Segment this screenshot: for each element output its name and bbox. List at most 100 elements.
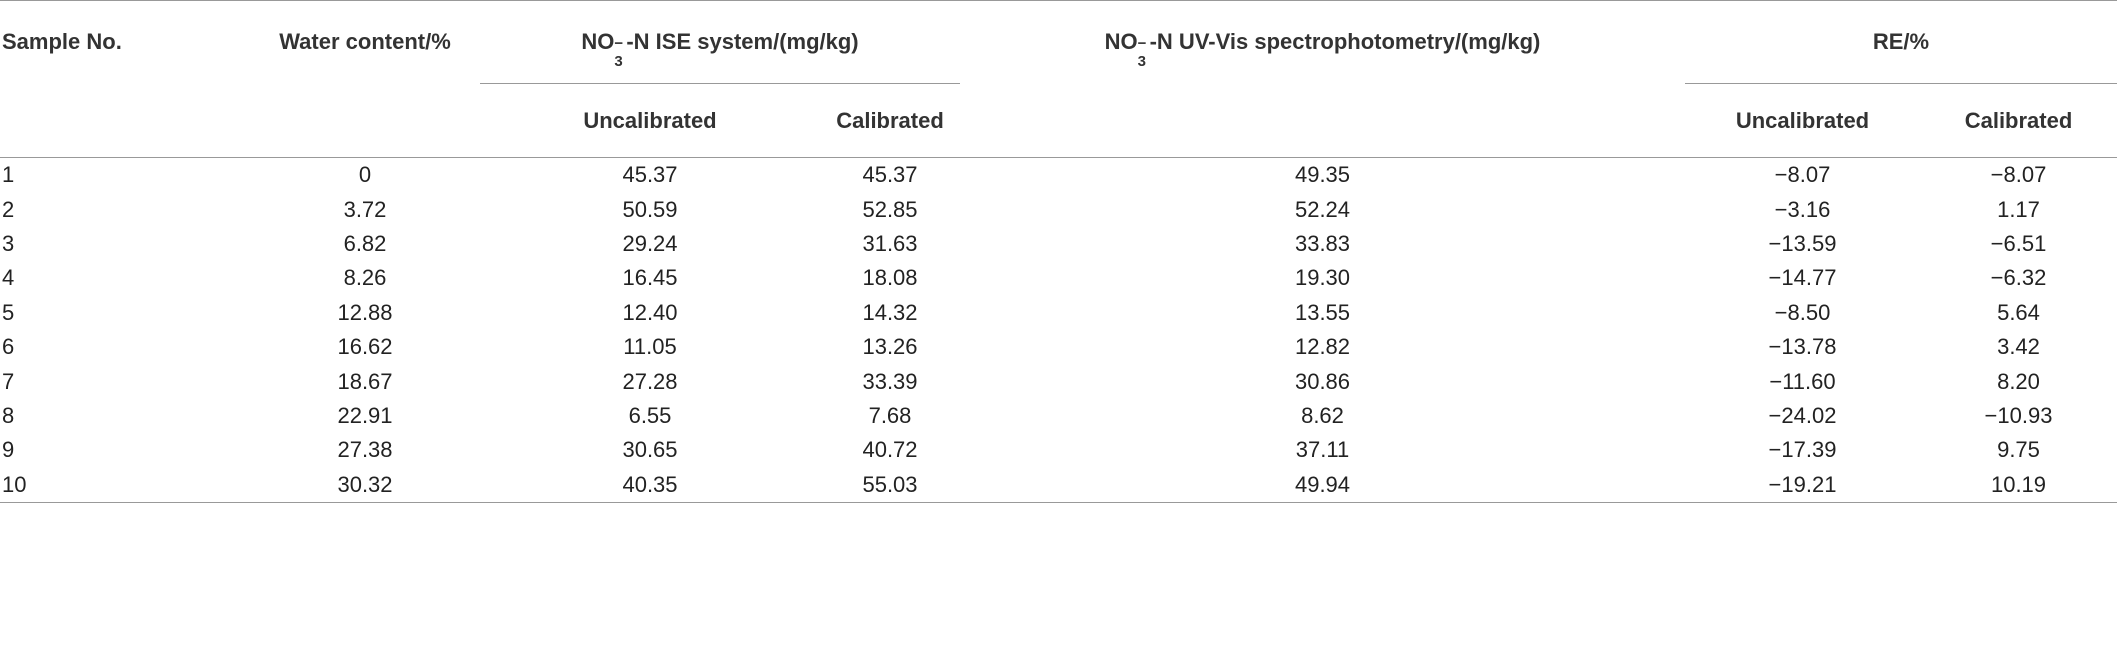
data-cell: 4 bbox=[2, 265, 15, 291]
data-cell: 8.20 bbox=[1997, 368, 2040, 394]
data-cell: 7 bbox=[2, 368, 15, 394]
data-row: 8 22.91 6.55 7.68 8.62 −24.02 −10.93 bbox=[0, 399, 2117, 433]
data-cell: 18.08 bbox=[862, 265, 918, 291]
header-text: NO bbox=[581, 29, 615, 54]
data-cell: 12.88 bbox=[337, 299, 393, 325]
data-cell: 8.26 bbox=[343, 265, 387, 291]
data-cell: 1.17 bbox=[1997, 196, 2040, 222]
data-cell: 1 bbox=[2, 162, 15, 188]
data-cell: 5.64 bbox=[1997, 299, 2040, 325]
header-cell: Sample No. bbox=[0, 0, 250, 84]
table-body: 1 0 45.37 45.37 49.35 −8.07 −8.07 2 3.72 50.59 52.… bbox=[0, 158, 2117, 503]
data-cell: −8.07 bbox=[1774, 162, 1831, 188]
data-cell: 10 bbox=[0, 467, 250, 503]
data-cell: 0 bbox=[358, 162, 372, 188]
data-cell: −19.21 bbox=[1685, 467, 1920, 503]
data-cell: 40.35 bbox=[480, 467, 820, 503]
data-cell: 13.55 bbox=[1294, 299, 1351, 325]
subscript: 3 bbox=[614, 53, 623, 70]
data-row: 1 0 45.37 45.37 49.35 −8.07 −8.07 bbox=[0, 158, 2117, 193]
data-cell: 11.05 bbox=[623, 334, 677, 360]
superscript: − bbox=[614, 35, 624, 52]
data-cell: 13.26 bbox=[862, 334, 918, 360]
data-cell: 16.45 bbox=[622, 265, 678, 291]
data-cell: 9.75 bbox=[1997, 437, 2040, 463]
data-cell: 30.65 bbox=[622, 437, 678, 463]
data-row: 6 16.62 11.05 13.26 12.82 −13.78 3.42 bbox=[0, 330, 2117, 364]
data-cell: −24.02 bbox=[1768, 402, 1837, 428]
data-cell: −6.51 bbox=[1990, 230, 2047, 256]
data-cell: 19.30 bbox=[1294, 265, 1351, 291]
data-cell: 40.72 bbox=[862, 437, 918, 463]
header-text: NO bbox=[1104, 29, 1138, 55]
data-row: 4 8.26 16.45 18.08 19.30 −14.77 −6.32 bbox=[0, 261, 2117, 295]
header-cell: RE/% bbox=[1685, 0, 2117, 84]
data-cell: 2 bbox=[2, 196, 15, 222]
data-cell: 33.83 bbox=[1294, 230, 1351, 256]
header-cell: Water content/% bbox=[250, 0, 480, 84]
data-cell: 8 bbox=[2, 402, 15, 428]
header-row: Sample No. Water content/% NO 3− -N ISE sy… bbox=[0, 0, 2117, 84]
subscript: 3 bbox=[1137, 53, 1146, 71]
data-cell: 52.85 bbox=[862, 196, 918, 222]
data-cell: 45.37 bbox=[622, 162, 678, 188]
data-cell: −10.93 bbox=[1984, 402, 2053, 428]
header-cell bbox=[250, 83, 480, 158]
data-cell: −6.32 bbox=[1990, 265, 2047, 291]
data-cell: −8.50 bbox=[1774, 299, 1831, 325]
data-cell: 27.28 bbox=[622, 368, 678, 394]
data-cell: 3.42 bbox=[1997, 334, 2040, 360]
data-cell: 3.72 bbox=[343, 196, 387, 222]
data-cell: 52.24 bbox=[1294, 196, 1351, 222]
data-cell: 29.24 bbox=[622, 230, 678, 256]
data-cell: −11.60 bbox=[1769, 368, 1836, 394]
data-cell: 10.19 bbox=[1920, 467, 2117, 503]
data-cell: 33.39 bbox=[862, 368, 918, 394]
superscript: − bbox=[1137, 35, 1147, 53]
data-cell: 6 bbox=[2, 334, 15, 360]
data-cell: 27.38 bbox=[337, 437, 393, 463]
data-row: 5 12.88 12.40 14.32 13.55 −8.50 5.64 bbox=[0, 296, 2117, 330]
data-cell: −8.07 bbox=[1990, 162, 2047, 188]
data-cell: 37.11 bbox=[1295, 437, 1350, 463]
data-cell: −13.59 bbox=[1768, 230, 1837, 256]
table-head: Sample No. Water content/% NO 3− -N ISE sy… bbox=[0, 0, 2117, 158]
header-cell bbox=[0, 83, 250, 158]
header-cell: NO 3− -N UV-Vis spectrophotometry/(mg/kg) bbox=[960, 0, 1685, 84]
header-cell bbox=[960, 83, 1685, 158]
data-row: 7 18.67 27.28 33.39 30.86 −11.60 8.20 bbox=[0, 364, 2117, 398]
subheader-cell: Uncalibrated bbox=[1685, 83, 1920, 158]
data-table: Sample No. Water content/% NO 3− -N ISE sy… bbox=[0, 0, 2117, 503]
data-cell: 49.94 bbox=[960, 467, 1685, 503]
subheader-cell: Uncalibrated bbox=[480, 83, 820, 158]
subheader-cell: Calibrated bbox=[820, 83, 960, 158]
header-cell: NO 3− -N ISE system/(mg/kg) bbox=[480, 0, 960, 84]
data-cell: 12.40 bbox=[622, 299, 678, 325]
data-cell: 30.32 bbox=[250, 467, 480, 503]
data-row: 3 6.82 29.24 31.63 33.83 −13.59 −6.51 bbox=[0, 227, 2117, 261]
data-cell: 6.82 bbox=[343, 230, 387, 256]
data-cell: 16.62 bbox=[337, 334, 393, 360]
data-cell: 55.03 bbox=[820, 467, 960, 503]
data-cell: 50.59 bbox=[622, 196, 678, 222]
data-row: 2 3.72 50.59 52.85 52.24 −3.16 1.17 bbox=[0, 192, 2117, 226]
data-cell: 18.67 bbox=[337, 368, 393, 394]
data-cell: −13.78 bbox=[1768, 334, 1837, 360]
data-cell: 45.37 bbox=[862, 162, 918, 188]
data-row: 10 30.32 40.35 55.03 49.94 −19.21 10.19 bbox=[0, 467, 2117, 503]
data-cell: 7.68 bbox=[868, 402, 912, 428]
data-cell: 3 bbox=[2, 230, 15, 256]
data-cell: 8.62 bbox=[1301, 402, 1344, 428]
data-cell: 14.32 bbox=[862, 299, 918, 325]
data-cell: −17.39 bbox=[1768, 437, 1837, 463]
data-cell: 5 bbox=[2, 299, 15, 325]
data-cell: 9 bbox=[2, 437, 15, 463]
data-cell: 12.82 bbox=[1294, 334, 1351, 360]
data-cell: 30.86 bbox=[1294, 368, 1351, 394]
data-cell: −14.77 bbox=[1768, 265, 1837, 291]
data-row: 9 27.38 30.65 40.72 37.11 −17.39 9.75 bbox=[0, 433, 2117, 467]
data-cell: 31.63 bbox=[862, 230, 918, 256]
data-cell: 22.91 bbox=[337, 402, 393, 428]
data-cell: −3.16 bbox=[1774, 196, 1831, 222]
